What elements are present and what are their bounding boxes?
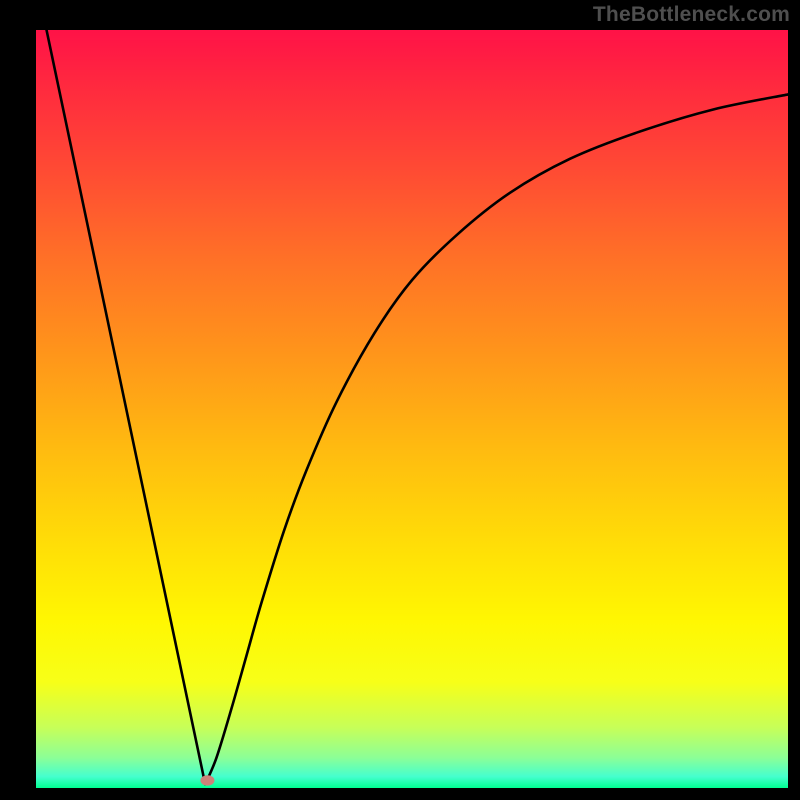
- frame-border-bottom: [0, 788, 800, 800]
- plot-background: [36, 30, 788, 788]
- watermark-text: TheBottleneck.com: [593, 3, 790, 27]
- bottleneck-chart: [0, 0, 800, 800]
- frame-border-right: [788, 0, 800, 800]
- minimum-marker: [200, 775, 214, 785]
- frame-border-left: [0, 0, 36, 800]
